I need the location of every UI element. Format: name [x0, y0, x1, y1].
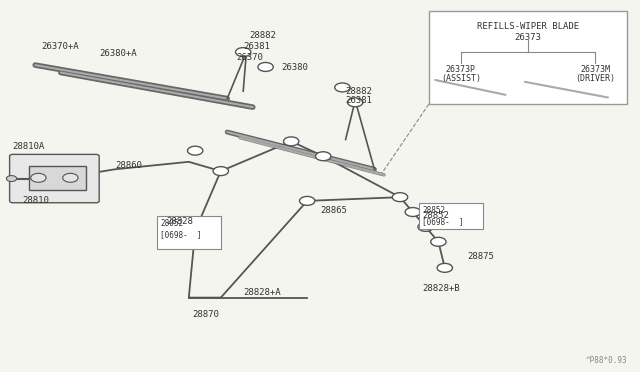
Text: 28852
[0698-  ]: 28852 [0698- ]	[422, 206, 464, 226]
Circle shape	[348, 98, 363, 107]
Text: (ASSIST): (ASSIST)	[441, 74, 481, 83]
Circle shape	[31, 173, 46, 182]
Circle shape	[188, 146, 203, 155]
Text: 26380+A: 26380+A	[99, 49, 137, 58]
Text: 28810A: 28810A	[13, 142, 45, 151]
Text: 26380: 26380	[282, 63, 308, 72]
Text: 26373: 26373	[515, 33, 541, 42]
Circle shape	[431, 237, 446, 246]
Circle shape	[6, 176, 17, 182]
Text: (DRIVER): (DRIVER)	[575, 74, 615, 83]
Circle shape	[392, 193, 408, 202]
Text: 28865: 28865	[320, 206, 347, 215]
Circle shape	[258, 62, 273, 71]
Circle shape	[236, 48, 251, 57]
FancyBboxPatch shape	[10, 154, 99, 203]
Circle shape	[213, 167, 228, 176]
Bar	[157, 216, 221, 249]
Text: 26381: 26381	[346, 96, 372, 105]
Circle shape	[300, 196, 315, 205]
Circle shape	[437, 263, 452, 272]
Text: 28860: 28860	[115, 161, 142, 170]
Text: 28828+A: 28828+A	[243, 288, 281, 296]
Text: 26370: 26370	[237, 53, 264, 62]
Text: 28052
[0698-  ]: 28052 [0698- ]	[160, 219, 202, 239]
Circle shape	[63, 173, 78, 182]
Circle shape	[284, 137, 299, 146]
Text: 28828: 28828	[166, 217, 193, 226]
Text: ^P88*0.93: ^P88*0.93	[586, 356, 627, 365]
Circle shape	[316, 152, 331, 161]
Text: REFILLS-WIPER BLADE: REFILLS-WIPER BLADE	[477, 22, 579, 31]
Text: 28875: 28875	[467, 252, 494, 261]
Text: 26373M: 26373M	[580, 65, 610, 74]
Text: 28882: 28882	[250, 31, 276, 40]
Text: 28852: 28852	[422, 211, 449, 220]
Text: 28870: 28870	[192, 310, 219, 319]
Circle shape	[335, 83, 350, 92]
Bar	[419, 203, 483, 229]
Circle shape	[405, 208, 420, 217]
Text: 26381: 26381	[243, 42, 270, 51]
Text: 26370+A: 26370+A	[42, 42, 79, 51]
Circle shape	[418, 222, 433, 231]
Bar	[29, 166, 86, 190]
Text: 28828+B: 28828+B	[422, 284, 460, 293]
Bar	[429, 11, 627, 104]
Circle shape	[48, 173, 67, 184]
Text: 28882: 28882	[346, 87, 372, 96]
Text: 28810: 28810	[22, 196, 49, 205]
Text: 26373P: 26373P	[446, 65, 476, 74]
